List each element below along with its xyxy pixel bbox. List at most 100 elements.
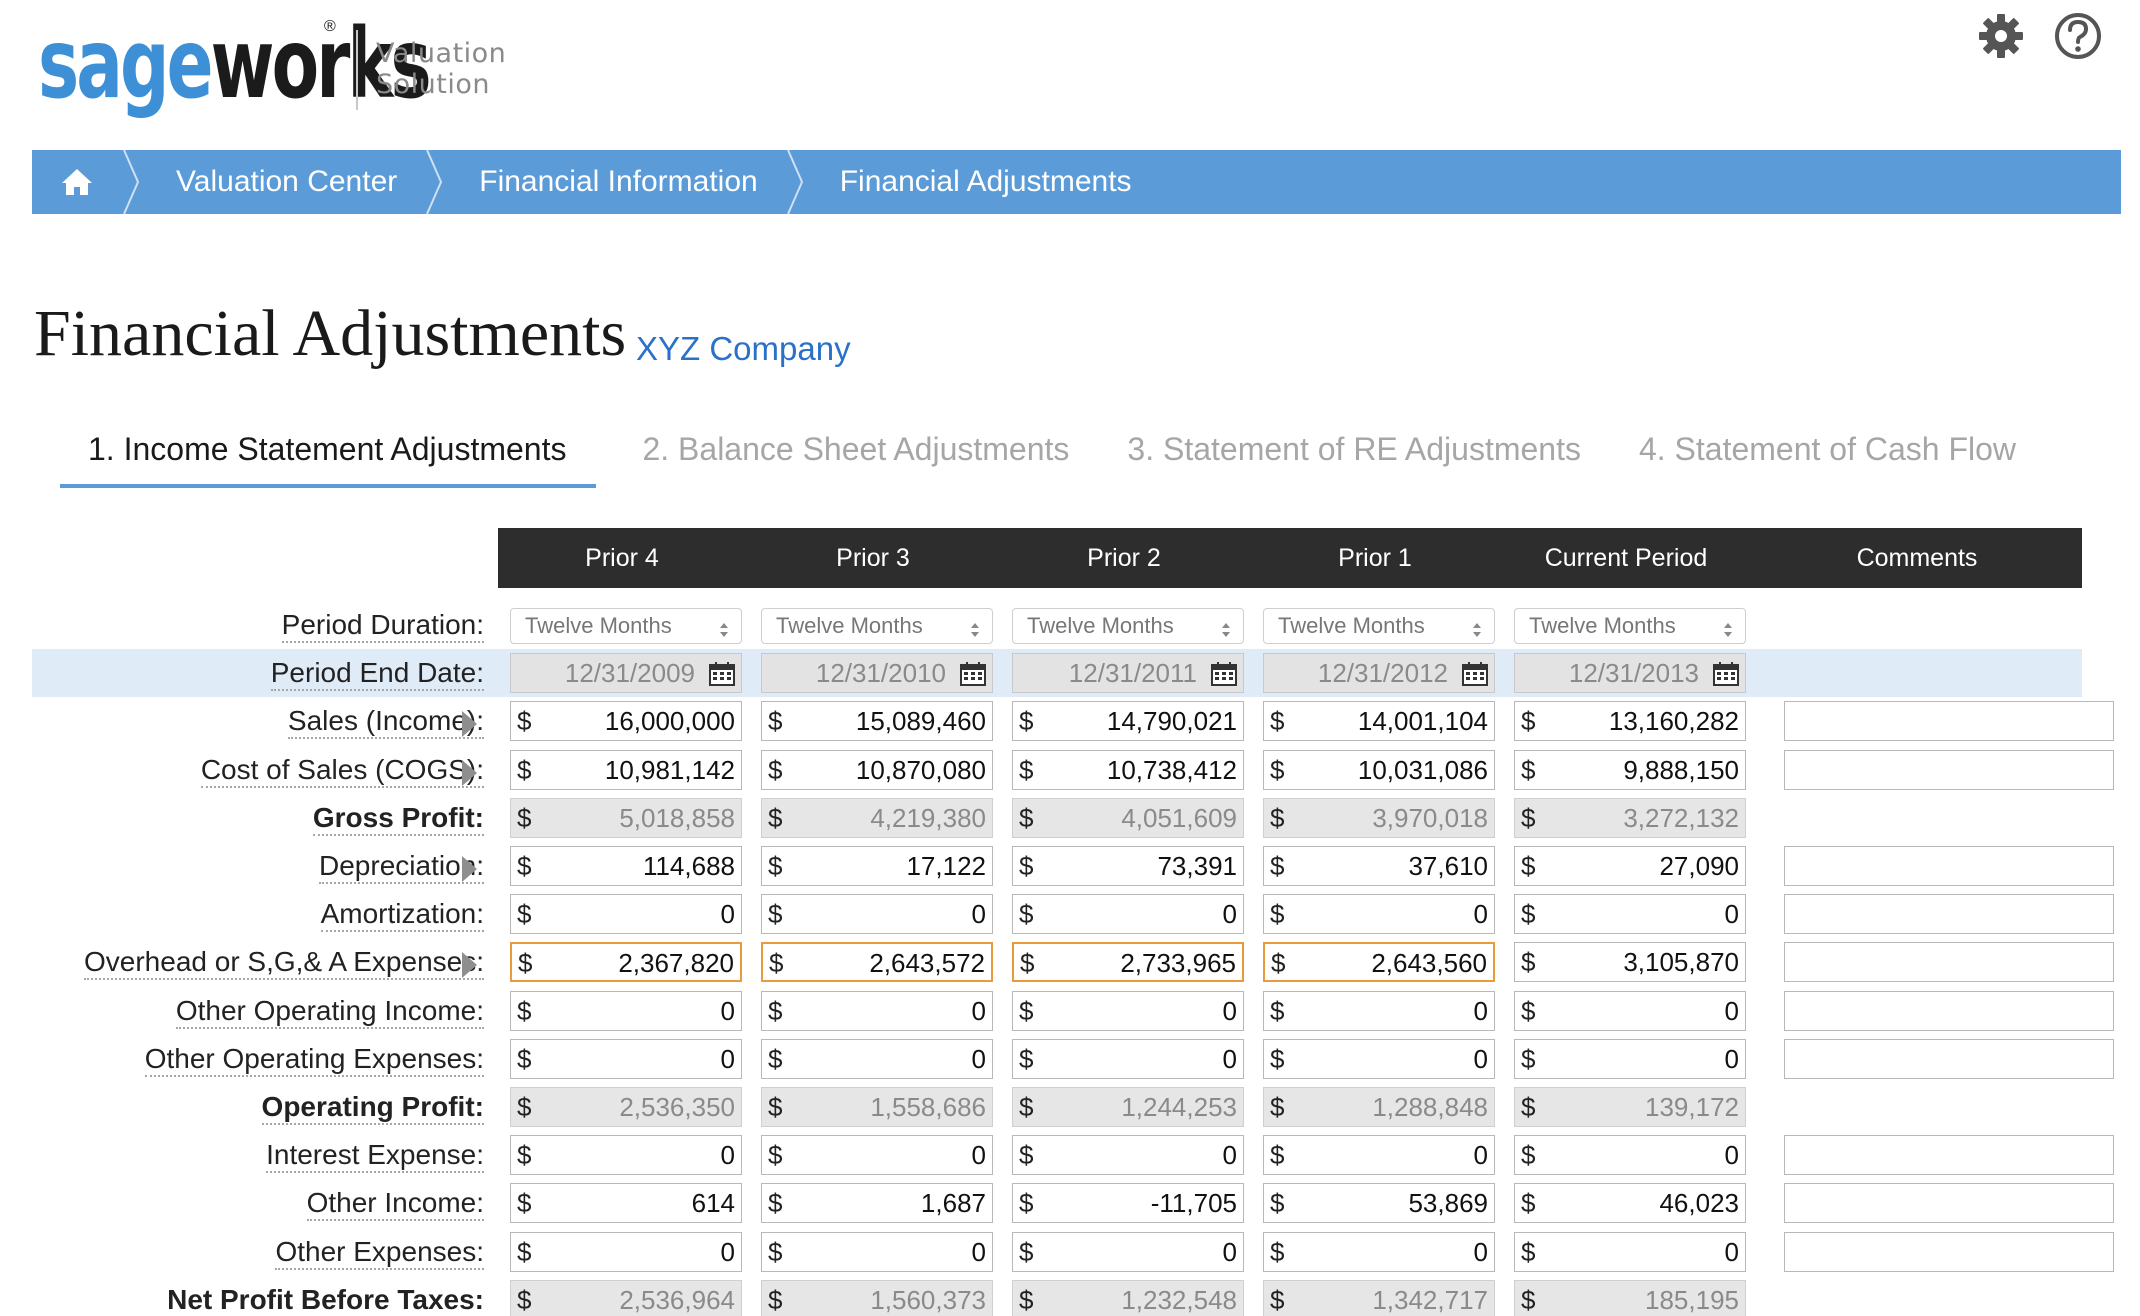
period-duration-select[interactable]: Twelve Months — [1263, 608, 1495, 644]
period-end-date-field[interactable]: 12/31/2009 — [510, 653, 742, 694]
sageworks-logo[interactable]: sageworks ® Valuation Solution — [38, 4, 506, 124]
amount-input[interactable]: $0 — [1514, 1231, 1746, 1272]
comment-input[interactable] — [1784, 1135, 2114, 1176]
comment-input[interactable] — [1784, 701, 2114, 742]
expand-arrow-icon[interactable] — [462, 759, 477, 786]
amount-input[interactable]: $0 — [1514, 1038, 1746, 1079]
comment-input[interactable] — [1784, 990, 2114, 1031]
calendar-icon[interactable] — [1211, 662, 1237, 687]
period-duration-select[interactable]: Twelve Months — [761, 608, 993, 644]
amount-input[interactable]: $0 — [510, 1038, 742, 1079]
amount-input[interactable]: $0 — [1012, 990, 1244, 1031]
company-link[interactable]: XYZ Company — [636, 330, 851, 367]
amount-input[interactable]: $27,090 — [1514, 846, 1746, 886]
row-label: Sales (Income): — [287, 697, 484, 745]
breadcrumb-home[interactable] — [32, 150, 122, 214]
tab-statement-of-re[interactable]: 3. Statement of RE Adjustments — [1127, 431, 1581, 467]
amount-input[interactable]: $0 — [761, 1231, 993, 1272]
amount-input[interactable]: $10,981,142 — [510, 749, 742, 790]
currency-symbol: $ — [1019, 1236, 1034, 1267]
amount-input[interactable]: $10,870,080 — [761, 749, 993, 790]
currency-symbol: $ — [517, 802, 532, 833]
amount-input[interactable]: $0 — [1012, 1231, 1244, 1272]
period-end-date-field[interactable]: 12/31/2011 — [1012, 653, 1244, 694]
period-duration-select[interactable]: Twelve Months — [1514, 608, 1746, 644]
amount-input[interactable]: $37,610 — [1263, 846, 1495, 886]
amount-input[interactable]: $9,888,150 — [1514, 749, 1746, 790]
amount-input[interactable]: $14,790,021 — [1012, 701, 1244, 742]
comment-input[interactable] — [1784, 1183, 2114, 1224]
amount-input[interactable]: $15,089,460 — [761, 701, 993, 742]
amount-input[interactable]: $0 — [510, 1231, 742, 1272]
amount-input[interactable]: $0 — [761, 1038, 993, 1079]
amount-input[interactable]: $114,688 — [510, 846, 742, 886]
tab-income-statement[interactable]: 1. Income Statement Adjustments — [59, 424, 597, 488]
calendar-icon[interactable] — [960, 662, 986, 687]
amount-input[interactable]: $0 — [510, 990, 742, 1031]
comment-input[interactable] — [1784, 1038, 2114, 1079]
amount-input[interactable]: $73,391 — [1012, 846, 1244, 886]
amount-input[interactable]: $ -11,705 — [1012, 1183, 1244, 1224]
tab-cash-flow[interactable]: 4. Statement of Cash Flow — [1638, 431, 2017, 467]
amount-input[interactable]: $14,001,104 — [1263, 701, 1495, 742]
amount-input[interactable]: $0 — [1263, 1038, 1495, 1079]
comment-input[interactable] — [1784, 894, 2114, 935]
period-end-date-field[interactable]: 12/31/2013 — [1514, 653, 1746, 694]
amount-input[interactable]: $16,000,000 — [510, 701, 742, 742]
comment-input[interactable] — [1784, 749, 2114, 790]
expand-arrow-icon[interactable] — [462, 856, 477, 882]
help-icon[interactable] — [2052, 10, 2104, 62]
breadcrumb-financial-information[interactable]: Financial Information — [479, 165, 758, 198]
amount-input[interactable]: $0 — [761, 1135, 993, 1176]
comment-input[interactable] — [1784, 942, 2114, 983]
amount-input[interactable]: $0 — [761, 894, 993, 935]
amount-input[interactable]: $0 — [510, 894, 742, 935]
amount-input[interactable]: $46,023 — [1514, 1183, 1746, 1224]
calendar-icon[interactable] — [709, 662, 735, 687]
gear-icon[interactable] — [1975, 10, 2027, 62]
amount-input[interactable]: $0 — [1514, 1135, 1746, 1176]
amount-input[interactable]: $10,031,086 — [1263, 749, 1495, 790]
amount-input[interactable]: $0 — [1514, 894, 1746, 935]
expand-arrow-icon[interactable] — [462, 952, 477, 979]
cell-value: 2,536,964 — [619, 1284, 735, 1315]
period-duration-select[interactable]: Twelve Months — [510, 608, 742, 644]
amount-input[interactable]: $0 — [1263, 1135, 1495, 1176]
amount-input[interactable]: $0 — [1012, 1135, 1244, 1176]
currency-symbol: $ — [1521, 1284, 1536, 1315]
amount-input[interactable]: $0 — [1263, 990, 1495, 1031]
comment-input[interactable] — [1784, 846, 2114, 886]
amount-input[interactable]: $53,869 — [1263, 1183, 1495, 1224]
amount-input[interactable]: $0 — [1263, 1231, 1495, 1272]
amount-input[interactable]: $2,643,560 — [1263, 942, 1495, 983]
amount-input[interactable]: $0 — [1514, 990, 1746, 1031]
cell-value: 0 — [1473, 899, 1488, 930]
tab-balance-sheet[interactable]: 2. Balance Sheet Adjustments — [642, 431, 1070, 467]
amount-input[interactable]: $2,367,820 — [510, 942, 742, 983]
amount-input[interactable]: $10,738,412 — [1012, 749, 1244, 790]
amount-input[interactable]: $3,105,870 — [1514, 942, 1746, 983]
breadcrumb-financial-adjustments[interactable]: Financial Adjustments — [839, 165, 1132, 198]
amount-input[interactable]: $1,687 — [761, 1183, 993, 1224]
amount-input[interactable]: $2,643,572 — [761, 942, 993, 983]
calendar-icon[interactable] — [1462, 662, 1488, 687]
cell-value: 4,051,609 — [1121, 802, 1237, 833]
amount-input[interactable]: $0 — [1012, 894, 1244, 935]
calendar-icon[interactable] — [1713, 662, 1739, 687]
amount-input[interactable]: $2,733,965 — [1012, 942, 1244, 983]
amount-input[interactable]: $0 — [510, 1135, 742, 1176]
currency-symbol: $ — [1019, 802, 1034, 833]
breadcrumb-valuation-center[interactable]: Valuation Center — [176, 165, 398, 198]
period-end-date-field[interactable]: 12/31/2012 — [1263, 653, 1495, 694]
amount-input[interactable]: $0 — [1263, 894, 1495, 935]
expand-arrow-icon[interactable] — [462, 711, 477, 738]
amount-input[interactable]: $614 — [510, 1183, 742, 1224]
period-end-date-field[interactable]: 12/31/2010 — [761, 653, 993, 694]
cell-value: 0 — [1473, 995, 1488, 1026]
amount-input[interactable]: $13,160,282 — [1514, 701, 1746, 742]
amount-input[interactable]: $17,122 — [761, 846, 993, 886]
period-duration-select[interactable]: Twelve Months — [1012, 608, 1244, 644]
amount-input[interactable]: $0 — [1012, 1038, 1244, 1079]
comment-input[interactable] — [1784, 1231, 2114, 1272]
amount-input[interactable]: $0 — [761, 990, 993, 1031]
